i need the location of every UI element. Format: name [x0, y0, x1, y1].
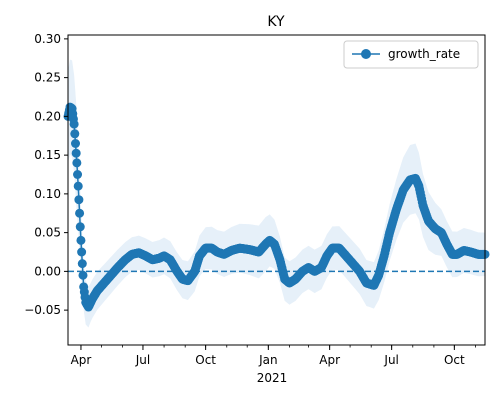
- growth-rate-point: [74, 195, 84, 205]
- x-tick-label: Oct: [444, 353, 465, 367]
- growth-rate-point: [75, 208, 85, 218]
- x-tick-label: Apr: [319, 353, 340, 367]
- y-tick-label: 0.30: [34, 32, 61, 46]
- growth-rate-point: [76, 235, 86, 245]
- x-tick-label: Jul: [383, 353, 398, 367]
- legend-label: growth_rate: [388, 47, 460, 61]
- y-axis: −0.05 0.00 0.05 0.10 0.15 0.20 0.25 0.30: [24, 32, 68, 317]
- growth-rate-point: [77, 259, 87, 269]
- x-tick-label: Jan: [258, 353, 278, 367]
- growth-rate-point: [71, 139, 80, 148]
- x-tick-label: Oct: [195, 353, 216, 367]
- y-tick-label: −0.05: [24, 303, 61, 317]
- y-tick-label: 0.10: [34, 187, 61, 201]
- x-secondary-label: 2021: [257, 371, 288, 385]
- growth-rate-point: [78, 270, 88, 280]
- growth-rate-point: [72, 158, 82, 168]
- y-tick-label: 0.00: [34, 264, 61, 278]
- legend-box: [343, 40, 479, 69]
- growth-rate-point: [75, 222, 85, 232]
- x-tick-label: Apr: [71, 353, 92, 367]
- growth-rate-point: [71, 148, 81, 158]
- legend-marker: [361, 49, 371, 59]
- y-tick-label: 0.20: [34, 109, 61, 123]
- growth-rate-point: [73, 170, 83, 179]
- chart-title: KY: [267, 14, 285, 30]
- growth-rate-point: [69, 119, 79, 129]
- growth-rate-point: [73, 181, 83, 191]
- growth-rate-point: [70, 129, 80, 139]
- growth-rate-point: [77, 247, 87, 257]
- y-tick-label: 0.15: [34, 148, 61, 162]
- y-tick-label: 0.25: [34, 71, 61, 85]
- y-tick-label: 0.05: [34, 226, 61, 240]
- plot-area: [63, 34, 490, 346]
- plot-frame: [67, 34, 486, 346]
- x-axis: Apr Jul Oct Jan Apr Jul Oct: [71, 345, 476, 367]
- x-tick-label: Jul: [135, 353, 150, 367]
- legend: growth_rate: [343, 40, 479, 69]
